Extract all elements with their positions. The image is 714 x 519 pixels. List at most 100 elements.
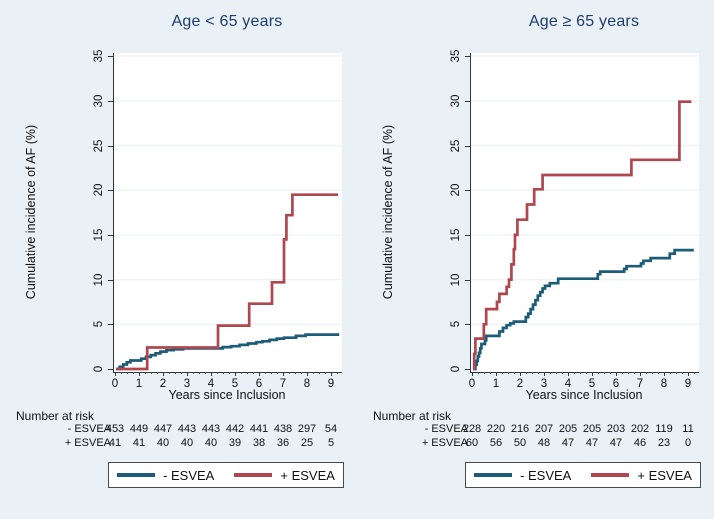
risk-count: 50: [513, 437, 527, 449]
risk-count: 56: [489, 437, 503, 449]
risk-count: 228: [462, 423, 482, 435]
x-minor-tick-mark: [229, 372, 230, 374]
risk-count: 438: [273, 423, 293, 435]
x-minor-tick-mark: [319, 372, 320, 374]
y-tick-mark: [465, 56, 470, 58]
y-tick-label: 0: [450, 365, 462, 373]
x-tick-mark: [259, 372, 260, 376]
legend-item-plus-esvea: + ESVEA: [234, 468, 335, 483]
y-tick-label: 15: [93, 228, 105, 242]
x-tick-label: 3: [183, 378, 191, 390]
risk-row-label-plus-esvea: + ESVEA: [421, 437, 468, 449]
x-tick-label: 8: [660, 378, 668, 390]
y-tick-label: 20: [450, 183, 462, 197]
km-curve-minus-esvea: [116, 333, 340, 371]
x-minor-tick-mark: [145, 372, 146, 374]
x-tick-label: 7: [279, 378, 287, 390]
x-tick-label: 2: [516, 378, 524, 390]
risk-count: 0: [684, 437, 692, 449]
x-minor-tick-mark: [193, 372, 194, 374]
x-minor-tick-mark: [121, 372, 122, 374]
y-tick-mark: [465, 324, 470, 326]
x-axis-title: Years since Inclusion: [525, 388, 643, 402]
legend-item-minus-esvea: - ESVEA: [474, 468, 571, 483]
risk-count: 36: [276, 437, 290, 449]
plus-esvea-line-swatch: [234, 473, 273, 477]
risk-count: 48: [537, 437, 551, 449]
x-minor-tick-mark: [289, 372, 290, 374]
risk-count: 40: [156, 437, 170, 449]
y-axis-title: Cumulative incidence of AF (%): [381, 124, 395, 300]
risk-count: 23: [657, 437, 671, 449]
legend-label: - ESVEA: [520, 467, 572, 483]
x-minor-tick-mark: [217, 372, 218, 374]
km-curve-plus-esvea: [472, 100, 692, 371]
x-tick-mark: [139, 372, 140, 376]
x-minor-tick-mark: [277, 372, 278, 374]
x-minor-tick-mark: [337, 372, 338, 374]
y-tick-mark: [108, 324, 113, 326]
x-tick-mark: [664, 372, 665, 376]
plot-area: [113, 53, 342, 373]
x-minor-tick-mark: [508, 372, 509, 374]
x-tick-mark: [640, 372, 641, 376]
risk-count: 47: [609, 437, 623, 449]
x-tick-mark: [115, 372, 116, 376]
x-tick-label: 5: [588, 378, 596, 390]
risk-table-header: Number at risk: [16, 409, 95, 423]
y-tick-mark: [108, 100, 113, 102]
y-tick-mark: [108, 190, 113, 192]
x-tick-mark: [472, 372, 473, 376]
x-minor-tick-mark: [526, 372, 527, 374]
risk-count: 11: [682, 423, 694, 435]
x-minor-tick-mark: [169, 372, 170, 374]
x-tick-label: 3: [540, 378, 548, 390]
y-tick-mark: [108, 234, 113, 236]
y-tick-mark: [465, 369, 470, 370]
x-minor-tick-mark: [484, 372, 485, 374]
risk-count: 39: [228, 437, 242, 449]
y-tick-mark: [108, 56, 113, 58]
risk-count: 205: [558, 423, 578, 435]
curve-canvas: [114, 55, 342, 371]
risk-row-label-minus-esvea: - ESVEA: [424, 423, 468, 435]
x-tick-label: 1: [135, 378, 143, 390]
x-minor-tick-mark: [670, 372, 671, 374]
x-minor-tick-mark: [604, 372, 605, 374]
risk-count: 25: [300, 437, 314, 449]
x-tick-label: 5: [231, 378, 239, 390]
y-tick-mark: [108, 369, 113, 370]
y-tick-mark: [108, 145, 113, 147]
minus-esvea-line-swatch: [117, 473, 156, 477]
y-tick-label: 20: [93, 183, 105, 197]
y-tick-mark: [108, 279, 113, 281]
risk-count: 40: [204, 437, 218, 449]
x-minor-tick-mark: [658, 372, 659, 374]
x-minor-tick-mark: [133, 372, 134, 374]
x-minor-tick-mark: [634, 372, 635, 374]
y-tick-label: 30: [93, 94, 105, 108]
y-tick-mark: [465, 145, 470, 147]
risk-count: 47: [585, 437, 599, 449]
x-minor-tick-mark: [205, 372, 206, 374]
x-tick-mark: [235, 372, 236, 376]
x-tick-label: 2: [159, 378, 167, 390]
x-minor-tick-mark: [265, 372, 266, 374]
y-tick-label: 5: [450, 321, 462, 328]
y-tick-mark: [465, 279, 470, 281]
x-minor-tick-mark: [151, 372, 152, 374]
risk-count: 449: [129, 423, 149, 435]
x-minor-tick-mark: [241, 372, 242, 374]
x-minor-tick-mark: [562, 372, 563, 374]
x-tick-mark: [520, 372, 521, 376]
x-tick-label: 8: [303, 378, 311, 390]
y-tick-label: 35: [93, 49, 105, 63]
risk-count: 5: [327, 437, 335, 449]
x-minor-tick-mark: [253, 372, 254, 374]
risk-count: 54: [324, 423, 338, 435]
x-minor-tick-mark: [694, 372, 695, 374]
x-tick-mark: [307, 372, 308, 376]
legend-label: + ESVEA: [637, 467, 692, 483]
legend-label: - ESVEA: [163, 467, 215, 483]
x-tick-mark: [688, 372, 689, 376]
